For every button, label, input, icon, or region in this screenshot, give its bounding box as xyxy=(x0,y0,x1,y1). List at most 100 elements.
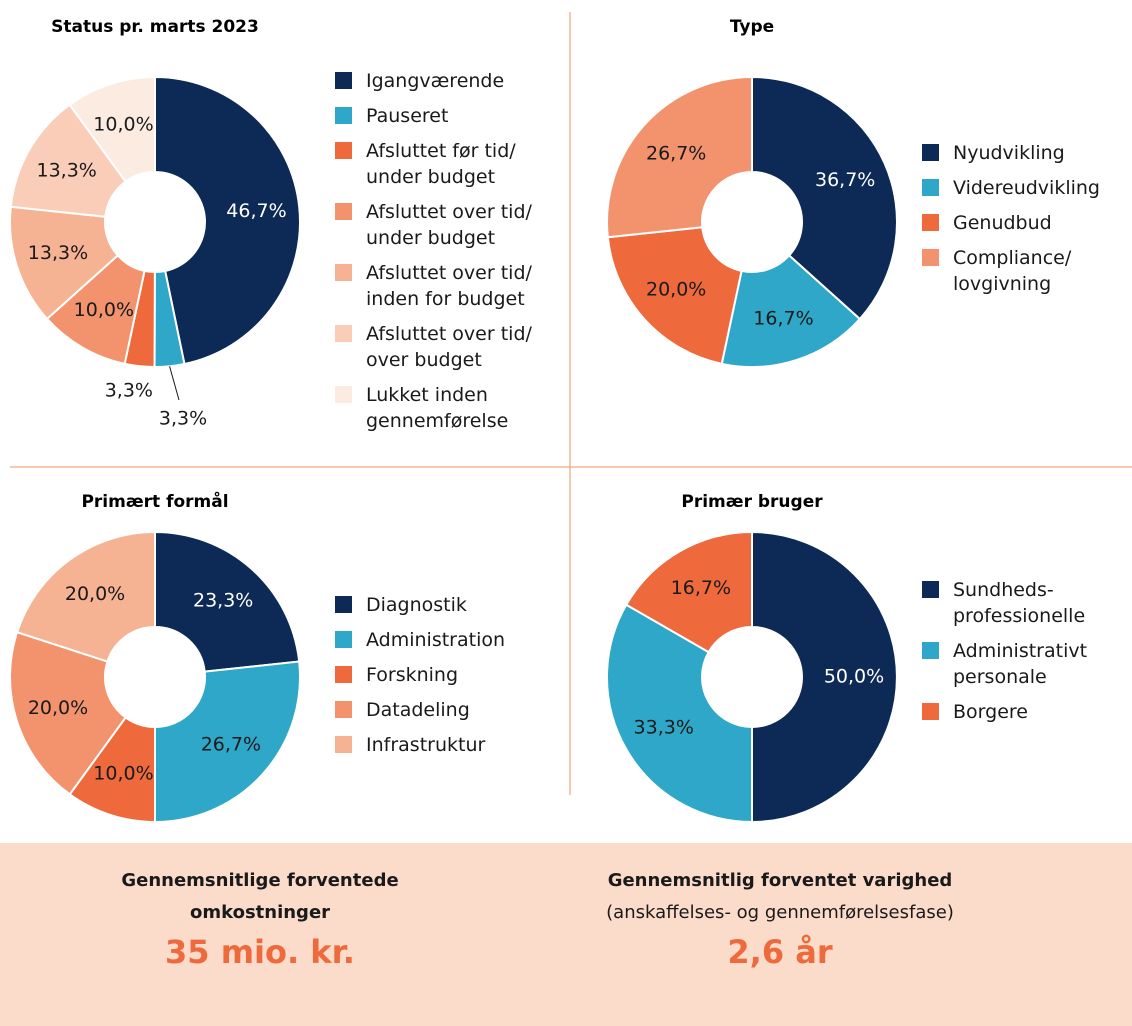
data-label: 13,3% xyxy=(36,160,96,182)
legend-swatch xyxy=(922,144,939,161)
legend-entry: Genudbud xyxy=(922,210,1100,236)
legend: Diagnostik Administration Forskning Datadel… xyxy=(335,592,505,758)
legend-entry: Sundheds- professionelle xyxy=(922,577,1087,629)
legend-swatch xyxy=(335,325,352,342)
cost-value: 35 mio. kr. xyxy=(165,933,355,971)
legend-entry: Lukket inden gennemførelse xyxy=(335,382,532,434)
pie-slice xyxy=(751,75,898,321)
data-label: 20,0% xyxy=(646,279,706,301)
data-label: 46,7% xyxy=(226,200,286,222)
legend-label: Videreudvikling xyxy=(953,177,1100,199)
summary-box: Gennemsnitlige forventede omkostninger 3… xyxy=(0,843,1132,1026)
legend-entry: Infrastruktur xyxy=(335,732,505,758)
legend-label: Genudbud xyxy=(953,212,1052,234)
legend-entry: Pauseret xyxy=(335,103,532,129)
pie-slice xyxy=(606,603,753,824)
data-label: 13,3% xyxy=(28,242,88,264)
charts: Status pr. marts 2023 46,7% 3,3% 3,3% 10,0% 1… xyxy=(9,12,1132,824)
legend-label: Administrativt personale xyxy=(953,640,1088,688)
legend-label: Igangværende xyxy=(366,70,505,92)
pie-slice xyxy=(606,75,753,239)
pie-slice xyxy=(9,205,120,321)
legend-label: Administration xyxy=(366,629,506,651)
data-label: 20,0% xyxy=(28,697,88,719)
legend-entry: Diagnostik xyxy=(335,592,505,618)
legend-swatch xyxy=(335,666,352,683)
data-label: 50,0% xyxy=(824,666,884,688)
legend-label: Afsluttet over tid/ under budget xyxy=(366,201,532,249)
legend: Sundheds- professionelle Administrativt p… xyxy=(922,577,1087,725)
legend-entry: Nyudvikling xyxy=(922,140,1100,166)
data-label: 16,7% xyxy=(753,308,813,330)
legend-swatch xyxy=(922,581,939,598)
data-label: 36,7% xyxy=(815,169,875,191)
legend-swatch xyxy=(922,642,939,659)
legend: Igangværende Pauseret Afsluttet før tid/ u… xyxy=(335,68,532,434)
pie-slice xyxy=(606,226,743,365)
legend-swatch xyxy=(335,264,352,281)
legend-entry: Datadeling xyxy=(335,697,505,723)
legend-label: Compliance/ lovgivning xyxy=(953,247,1072,295)
legend-swatch xyxy=(335,107,352,124)
legend-label: Afsluttet før tid/ under budget xyxy=(366,140,516,188)
pie-slice xyxy=(154,75,301,366)
legend-swatch xyxy=(335,596,352,613)
pie-slice xyxy=(9,103,127,218)
legend-swatch xyxy=(335,142,352,159)
pie-slice xyxy=(9,630,128,796)
legend-entry: Igangværende xyxy=(335,68,532,94)
legend-entry: Borgere xyxy=(922,699,1087,725)
data-label: 26,7% xyxy=(646,142,706,164)
legend-entry: Afsluttet over tid/ inden for budget xyxy=(335,260,532,312)
legend-swatch xyxy=(335,72,352,89)
legend-swatch xyxy=(335,203,352,220)
legend-label: Datadeling xyxy=(366,699,470,721)
legend-swatch xyxy=(922,214,939,231)
pie-slice xyxy=(68,75,156,183)
cost-block: Gennemsnitlige forventede omkostninger 3… xyxy=(60,865,460,975)
legend-entry: Administration xyxy=(335,627,505,653)
duration-value: 2,6 år xyxy=(727,933,833,971)
legend-swatch xyxy=(922,249,939,266)
pie-slice xyxy=(154,530,301,673)
chart-title: Primært formål xyxy=(81,490,228,512)
data-label: 20,0% xyxy=(65,583,125,605)
data-label: 16,7% xyxy=(671,577,731,599)
data-label: 10,0% xyxy=(74,299,134,321)
legend-entry: Afsluttet før tid/ under budget xyxy=(335,138,532,190)
legend-entry: Videreudvikling xyxy=(922,175,1100,201)
data-label: 23,3% xyxy=(193,590,253,612)
legend-label: Borgere xyxy=(953,701,1028,723)
data-label: 3,3% xyxy=(159,408,207,430)
pie-slice xyxy=(624,530,753,654)
legend: Nyudvikling Videreudvikling Genudbud Compli… xyxy=(922,140,1100,297)
duration-subheading: (anskaffelses- og gennemførelsesfase) xyxy=(606,902,954,923)
legend-entry: Forskning xyxy=(335,662,505,688)
legend-swatch xyxy=(335,631,352,648)
legend-label: Lukket inden gennemførelse xyxy=(366,384,509,432)
pie-slice xyxy=(751,530,898,824)
legend-label: Sundheds- professionelle xyxy=(953,579,1086,627)
legend-swatch xyxy=(922,179,939,196)
chart-title: Status pr. marts 2023 xyxy=(51,17,259,37)
legend-swatch xyxy=(335,701,352,718)
legend-label: Afsluttet over tid/ inden for budget xyxy=(366,262,532,310)
legend-label: Nyudvikling xyxy=(953,142,1065,164)
data-label: 33,3% xyxy=(634,717,694,739)
data-label: 26,7% xyxy=(201,734,261,756)
legend-swatch xyxy=(335,386,352,403)
legend-label: Infrastruktur xyxy=(366,734,486,756)
chart-title: Type xyxy=(730,17,774,37)
pie-slice xyxy=(720,254,862,368)
data-label: 10,0% xyxy=(93,114,153,136)
legend-label: Afsluttet over tid/ over budget xyxy=(366,323,532,371)
legend-label: Forskning xyxy=(366,664,459,686)
legend-label: Diagnostik xyxy=(366,594,467,616)
data-label: 3,3% xyxy=(105,380,153,402)
data-label: 10,0% xyxy=(93,763,153,785)
legend-label: Pauseret xyxy=(366,105,449,127)
chart-title: Primær bruger xyxy=(681,492,823,512)
legend-entry: Compliance/ lovgivning xyxy=(922,245,1100,297)
duration-block: Gennemsnitlig forventet varighed (anskaf… xyxy=(530,865,1030,975)
